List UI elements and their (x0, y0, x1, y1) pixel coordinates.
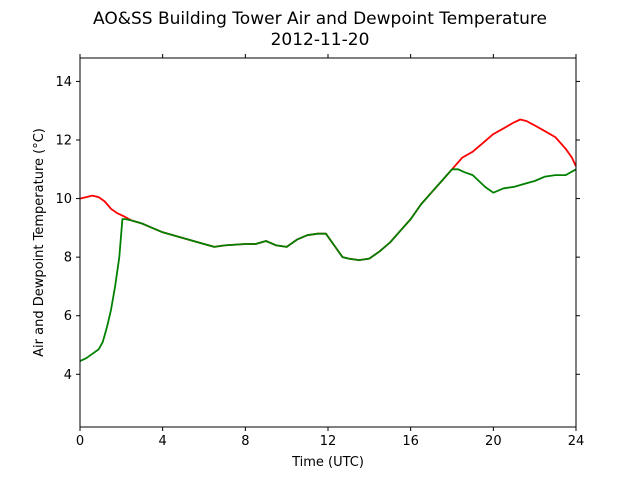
y-tick-label: 12 (55, 134, 72, 149)
y-tick-label: 4 (64, 368, 72, 383)
x-tick-label: 4 (159, 434, 167, 449)
x-axis-label: Time (UTC) (291, 455, 364, 470)
y-axis-label: Air and Dewpoint Temperature (°C) (32, 128, 47, 357)
y-tick-label: 8 (64, 251, 72, 266)
x-tick-label: 8 (241, 434, 249, 449)
chart-subtitle: 2012-11-20 (271, 30, 370, 50)
y-tick-label: 10 (55, 192, 72, 207)
x-tick-label: 12 (320, 434, 337, 449)
series-layer (79, 118, 577, 362)
y-tick-label: 6 (64, 309, 72, 324)
x-tick-label: 16 (402, 434, 419, 449)
dewpoint-temperature-line (79, 168, 577, 362)
ticks-layer: 0 4 8 12 16 20 24 4 6 8 10 12 14 (55, 54, 584, 449)
y-tick-label: 14 (55, 75, 72, 90)
x-tick-label: 20 (485, 434, 502, 449)
x-tick-label: 0 (76, 434, 84, 449)
chart-title: AO&SS Building Tower Air and Dewpoint Te… (93, 9, 547, 29)
x-tick-label: 24 (568, 434, 585, 449)
